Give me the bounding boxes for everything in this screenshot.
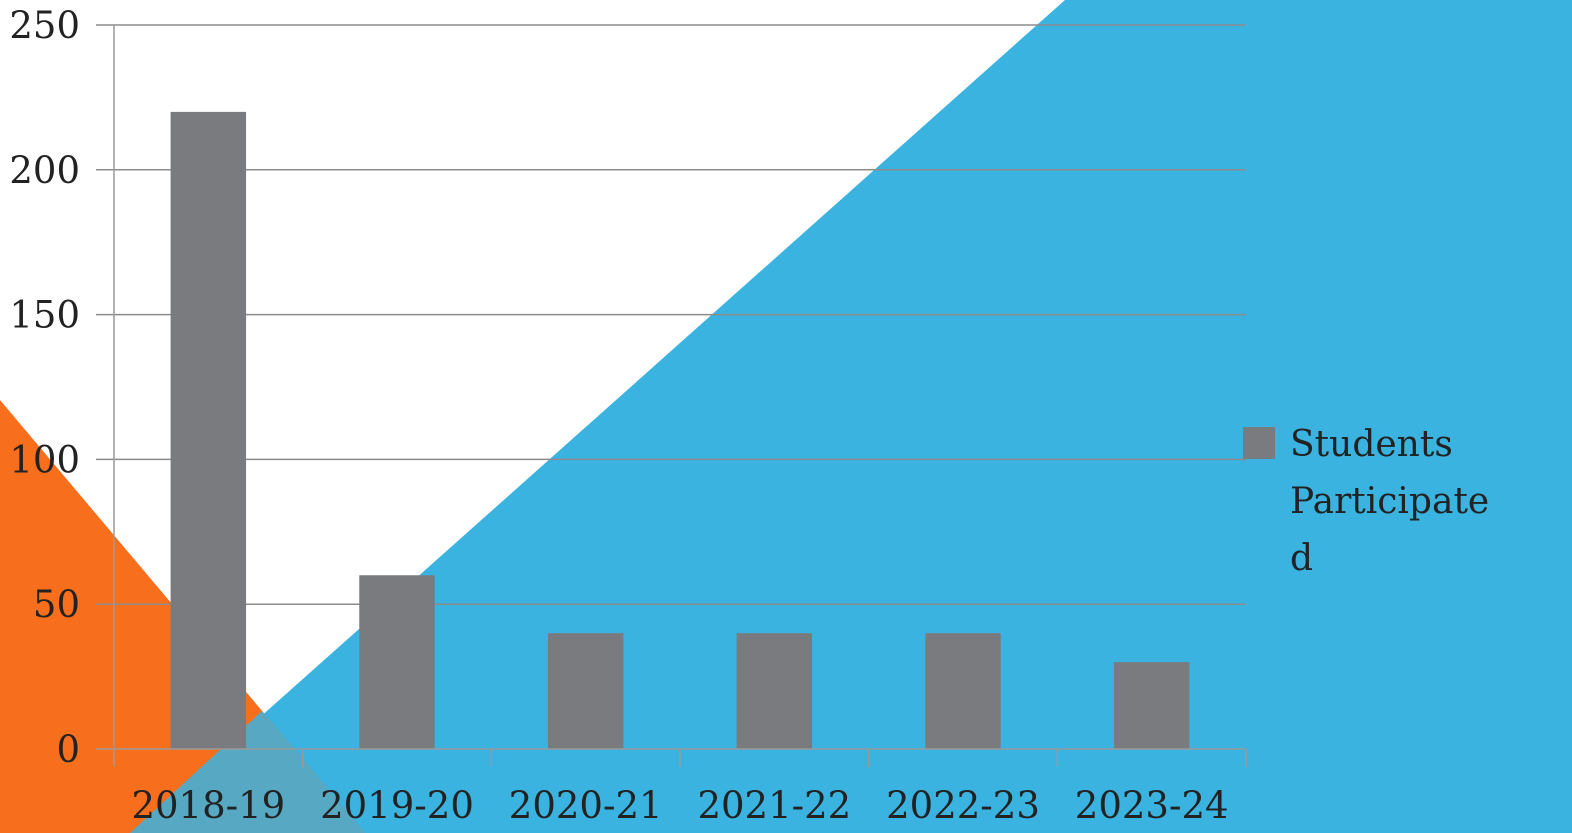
- x-tick-label: 2021-22: [697, 784, 851, 827]
- legend-label-line-3: d: [1290, 538, 1313, 579]
- x-tick-label: 2023-24: [1075, 784, 1229, 827]
- bar-2019-20: [359, 575, 435, 749]
- bar-2023-24: [1113, 662, 1190, 749]
- legend: Students Participate d: [1243, 424, 1489, 579]
- y-tick-label: 50: [33, 583, 80, 626]
- legend-label-line-2: Participate: [1290, 481, 1489, 522]
- bar-2022-23: [925, 633, 1001, 749]
- x-tick-label: 2019-20: [320, 784, 474, 827]
- x-tick-label: 2018-19: [131, 784, 285, 827]
- legend-swatch: [1243, 427, 1275, 459]
- y-axis-tick-labels: 0 50 100 150 200 250: [9, 4, 80, 771]
- legend-label-line-1: Students: [1290, 424, 1453, 465]
- y-tick-label: 150: [9, 294, 80, 337]
- x-tick-label: 2022-23: [886, 784, 1040, 827]
- y-tick-label: 100: [9, 438, 80, 481]
- bars: [170, 111, 1190, 749]
- gridlines: [96, 24, 1246, 605]
- y-tick-label: 0: [56, 728, 80, 771]
- y-tick-label: 200: [9, 149, 80, 192]
- blue-diagonal-shape: [130, 0, 1572, 833]
- bar-2020-21: [547, 633, 624, 749]
- axes: [96, 25, 1247, 767]
- x-tick-label: 2020-21: [509, 784, 663, 827]
- x-axis-tick-labels: 2018-19 2019-20 2020-21 2021-22 2022-23 2023-…: [131, 784, 1228, 827]
- bar-2018-19: [170, 111, 247, 749]
- shape-overlap: [130, 711, 365, 833]
- y-tick-label: 250: [9, 4, 80, 47]
- bar-2021-22: [736, 633, 813, 749]
